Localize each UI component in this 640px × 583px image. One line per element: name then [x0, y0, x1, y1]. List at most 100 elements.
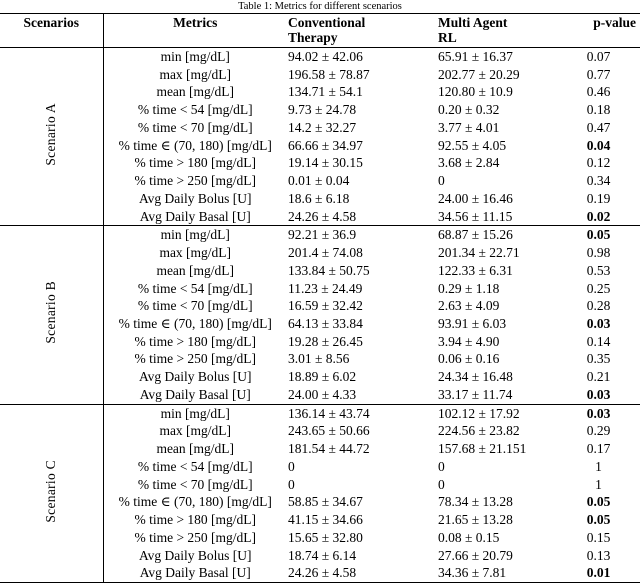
table-row: % time > 250 [mg/dL] 15.65 ± 32.80 0.08 ± …: [0, 529, 640, 547]
conventional-therapy-value: 15.65 ± 32.80: [288, 529, 363, 545]
scenario-label-cell: Scenario B: [0, 225, 104, 405]
table-caption: Table 1: Metrics for different scenarios: [238, 1, 402, 12]
table-row: % time < 70 [mg/dL] 16.59 ± 32.42 2.63 ± 4…: [0, 297, 640, 315]
multi-agent-rl-value: 120.80 ± 10.9: [438, 84, 513, 100]
conventional-therapy-value: 41.15 ± 34.66: [288, 512, 363, 528]
p-value-cell: 0.12: [586, 155, 611, 171]
multi-agent-rl-value: 92.55 ± 4.05: [438, 137, 507, 153]
header-metrics: Metrics: [173, 15, 218, 30]
metric-cell: % time ∈ (70, 180) [mg/dL]: [118, 494, 272, 510]
multi-agent-rl-value: 93.91 ± 6.03: [438, 316, 507, 332]
p-value-cell: 0.35: [586, 351, 611, 367]
multi-agent-rl-value: 2.63 ± 4.09: [438, 298, 500, 314]
table-row: % time < 54 [mg/dL] 0 0 1: [0, 458, 640, 476]
multi-agent-rl-value: 3.94 ± 4.90: [438, 333, 500, 349]
header-conventional-line1: Conventional: [288, 15, 366, 30]
multi-agent-rl-value: 27.66 ± 20.79: [438, 547, 513, 563]
metric-cell: mean [mg/dL]: [156, 262, 235, 278]
metric-cell: max [mg/dL]: [159, 423, 232, 439]
multi-agent-rl-value: 34.56 ± 11.15: [438, 208, 513, 224]
multi-agent-rl-value: 0.29 ± 1.18: [438, 280, 500, 296]
metric-cell: % time ∈ (70, 180) [mg/dL]: [118, 316, 272, 332]
p-value-cell: 0.14: [586, 333, 611, 349]
scenario-group: Scenario A min [mg/dL] 94.02 ± 42.06 65.91 …: [0, 47, 640, 226]
multi-agent-rl-value: 122.33 ± 6.31: [438, 262, 513, 278]
table-row: % time > 180 [mg/dL] 41.15 ± 34.66 21.65 ±…: [0, 511, 640, 529]
metric-cell: Avg Daily Bolus [U]: [138, 369, 252, 385]
multi-agent-rl-value: 33.17 ± 11.74: [438, 386, 513, 402]
multi-agent-rl-value: 0: [438, 476, 445, 492]
metric-cell: mean [mg/dL]: [156, 84, 235, 100]
metric-cell: % time > 250 [mg/dL]: [134, 173, 257, 189]
metric-cell: % time < 54 [mg/dL]: [137, 280, 253, 296]
conventional-therapy-value: 0.01 ± 0.04: [288, 173, 350, 189]
p-value-cell: 0.07: [586, 49, 611, 64]
table-row: Avg Daily Bolus [U] 18.89 ± 6.02 24.34 ± 1…: [0, 368, 640, 386]
scenario-label: Scenario C: [43, 459, 59, 523]
table-row: % time ∈ (70, 180) [mg/dL] 64.13 ± 33.84 9…: [0, 315, 640, 333]
p-value-cell: 0.17: [586, 441, 611, 457]
table-row: max [mg/dL] 196.58 ± 78.87 202.77 ± 20.29 0…: [0, 66, 640, 84]
conventional-therapy-value: 64.13 ± 33.84: [288, 316, 363, 332]
header-multi-agent-line1: Multi Agent: [438, 15, 508, 30]
conventional-therapy-value: 133.84 ± 50.75: [288, 262, 370, 278]
multi-agent-rl-value: 0: [438, 458, 445, 474]
metric-cell: % time > 250 [mg/dL]: [134, 351, 257, 367]
p-value-cell: 0.01: [586, 565, 611, 581]
multi-agent-rl-value: 0.20 ± 0.32: [438, 102, 500, 118]
table-header-row: Scenarios Metrics Conventional Therapy M…: [0, 13, 640, 48]
header-multi-agent-rl: Multi Agent RL: [437, 14, 557, 48]
conventional-therapy-value: 66.66 ± 34.97: [288, 137, 363, 153]
p-value-cell: 0.03: [586, 405, 611, 421]
header-conventional-line2: Therapy: [288, 30, 338, 45]
conventional-therapy-value: 201.4 ± 74.08: [288, 245, 363, 261]
p-value-cell: 1: [595, 476, 602, 492]
conventional-therapy-value: 16.59 ± 32.42: [288, 298, 363, 314]
metric-cell: min [mg/dL]: [160, 49, 230, 64]
table-row: mean [mg/dL] 133.84 ± 50.75 122.33 ± 6.31 0…: [0, 262, 640, 280]
multi-agent-rl-value: 202.77 ± 20.29: [438, 66, 520, 82]
p-value-cell: 0.53: [586, 262, 611, 278]
table-row: % time < 54 [mg/dL] 11.23 ± 24.49 0.29 ± 1…: [0, 280, 640, 298]
metrics-table: Scenarios Metrics Conventional Therapy M…: [0, 13, 640, 583]
p-value-cell: 0.19: [586, 190, 611, 206]
p-value-cell: 0.98: [586, 245, 611, 261]
header-multi-agent-line2: RL: [438, 30, 457, 45]
table-row: % time > 250 [mg/dL] 3.01 ± 8.56 0.06 ± 0.…: [0, 350, 640, 368]
multi-agent-rl-value: 68.87 ± 15.26: [438, 227, 513, 243]
conventional-therapy-value: 181.54 ± 44.72: [288, 441, 370, 457]
multi-agent-rl-value: 78.34 ± 13.28: [438, 494, 513, 510]
multi-agent-rl-value: 0.06 ± 0.16: [438, 351, 500, 367]
metric-cell: Avg Daily Basal [U]: [139, 565, 251, 581]
multi-agent-rl-value: 157.68 ± 21.151: [438, 441, 527, 457]
metric-cell: % time < 54 [mg/dL]: [137, 102, 253, 118]
p-value-cell: 0.13: [586, 547, 611, 563]
table-row: % time > 250 [mg/dL] 0.01 ± 0.04 0 0.34: [0, 172, 640, 190]
table-row: Avg Daily Basal [U] 24.00 ± 4.33 33.17 ± 1…: [0, 386, 640, 404]
table-row: Scenario A min [mg/dL] 94.02 ± 42.06 65.91 …: [0, 47, 640, 226]
table-row: Avg Daily Basal [U] 24.26 ± 4.58 34.56 ± 1…: [0, 208, 640, 226]
conventional-therapy-value: 94.02 ± 42.06: [288, 49, 363, 64]
conventional-therapy-value: 24.00 ± 4.33: [288, 386, 357, 402]
p-value-cell: 0.05: [586, 494, 611, 510]
header-conventional-therapy: Conventional Therapy: [287, 14, 437, 48]
table-row: % time < 70 [mg/dL] 14.2 ± 32.27 3.77 ± 4.…: [0, 119, 640, 137]
scenario-group: Scenario B min [mg/dL] 92.21 ± 36.9 68.87 ±…: [0, 225, 640, 405]
metric-cell: min [mg/dL]: [160, 405, 230, 421]
multi-agent-rl-value: 224.56 ± 23.82: [438, 423, 520, 439]
scenario-label: Scenario A: [43, 102, 59, 166]
p-value-cell: 0.15: [586, 529, 611, 545]
p-value-cell: 0.28: [586, 298, 611, 314]
conventional-therapy-value: 11.23 ± 24.49: [288, 280, 363, 296]
conventional-therapy-value: 19.28 ± 26.45: [288, 333, 363, 349]
multi-agent-rl-value: 3.77 ± 4.01: [438, 119, 500, 135]
multi-agent-rl-value: 34.36 ± 7.81: [438, 565, 507, 581]
conventional-therapy-value: 24.26 ± 4.58: [288, 565, 357, 581]
metric-cell: % time < 70 [mg/dL]: [137, 298, 253, 314]
p-value-cell: 1: [595, 458, 602, 474]
metric-cell: Avg Daily Bolus [U]: [138, 547, 252, 563]
p-value-cell: 0.34: [586, 173, 611, 189]
p-value-cell: 0.02: [586, 208, 611, 224]
p-value-cell: 0.03: [586, 316, 611, 332]
